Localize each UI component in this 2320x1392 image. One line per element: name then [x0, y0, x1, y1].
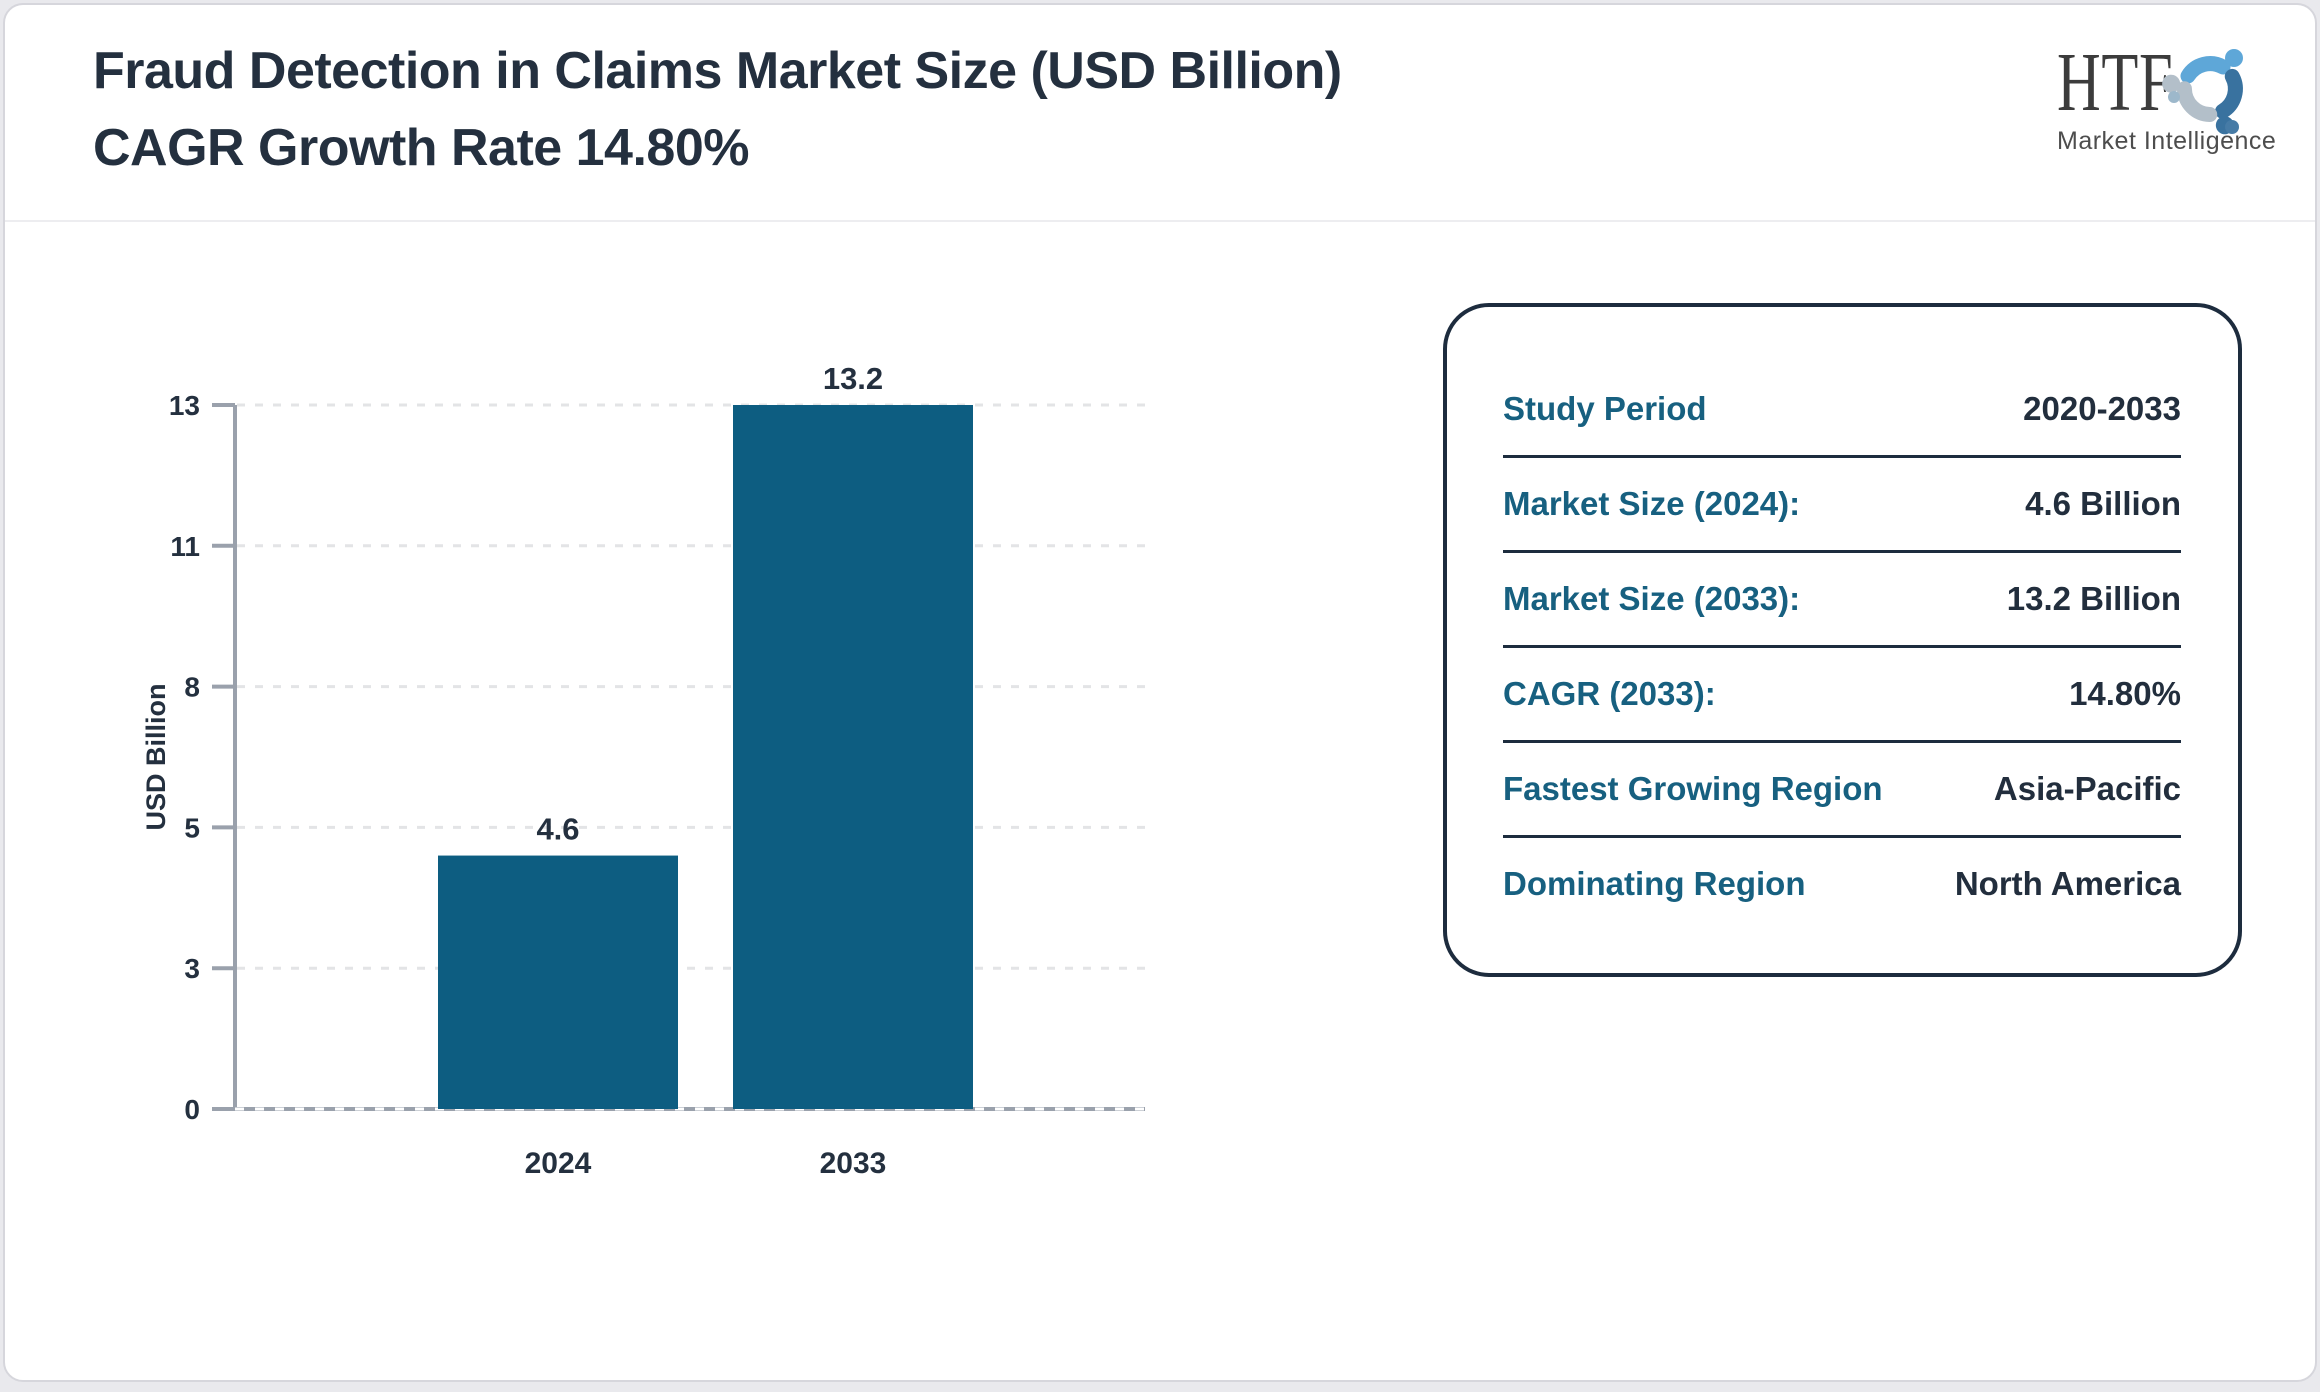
x-category-label: 2033 [820, 1147, 887, 1180]
x-category-label: 2024 [525, 1147, 592, 1180]
info-row-label: Market Size (2024): [1503, 485, 1801, 522]
info-row-label: Study Period [1503, 390, 1707, 427]
y-tick-label: 5 [184, 812, 200, 843]
logo-swirl-icon [2162, 49, 2243, 135]
bar-2033 [733, 405, 973, 1109]
bar-value-label: 4.6 [536, 812, 579, 847]
logo-subtext: Market Intelligence [2057, 127, 2277, 155]
info-row-value: North America [1954, 865, 2181, 902]
y-tick-label: 11 [170, 531, 200, 562]
logo-wordmark: HTF [2057, 36, 2174, 129]
y-tick-label: 13 [169, 390, 200, 421]
info-row-label: Market Size (2033): [1503, 580, 1801, 617]
report-card: Fraud Detection in Claims Market Size (U… [3, 3, 2317, 1382]
bar-value-label: 13.2 [823, 361, 883, 396]
info-panel-row: Dominating Region North America [1503, 835, 2181, 930]
info-panel: Study Period 2020-2033 Market Size (2024… [1443, 303, 2242, 977]
info-row-label: CAGR (2033): [1503, 675, 1716, 712]
page-title: Fraud Detection in Claims Market Size (U… [93, 42, 1342, 177]
info-panel-row: Market Size (2024): 4.6 Billion [1503, 455, 2181, 550]
info-row-value: Asia-Pacific [1993, 770, 2181, 807]
info-row-label: Fastest Growing Region [1503, 770, 1883, 807]
title-divider [5, 220, 2315, 222]
info-row-label: Dominating Region [1503, 865, 1806, 902]
htf-logo: HTF [2057, 36, 2277, 161]
info-row-value: 14.80% [2069, 675, 2181, 712]
info-panel-row: Market Size (2033): 13.2 Billion [1503, 550, 2181, 645]
info-panel-row: Fastest Growing Region Asia-Pacific [1503, 740, 2181, 835]
y-axis-title: USD Billion [141, 684, 171, 831]
y-tick-label: 0 [184, 1094, 200, 1125]
info-panel-row: CAGR (2033): 14.80% [1503, 645, 2181, 740]
y-tick-label: 3 [184, 953, 200, 984]
info-row-value: 13.2 Billion [2006, 580, 2181, 617]
info-row-value: 4.6 Billion [2025, 485, 2181, 522]
bar-chart: 0 3 5 8 11 13 USD Billion 4.6 2024 13.2 2033 [141, 361, 1145, 1180]
y-tick-label: 8 [184, 672, 200, 703]
bar-2024 [438, 855, 678, 1109]
info-panel-row: Study Period 2020-2033 [1503, 363, 2181, 455]
info-row-value: 2020-2033 [2023, 390, 2181, 427]
